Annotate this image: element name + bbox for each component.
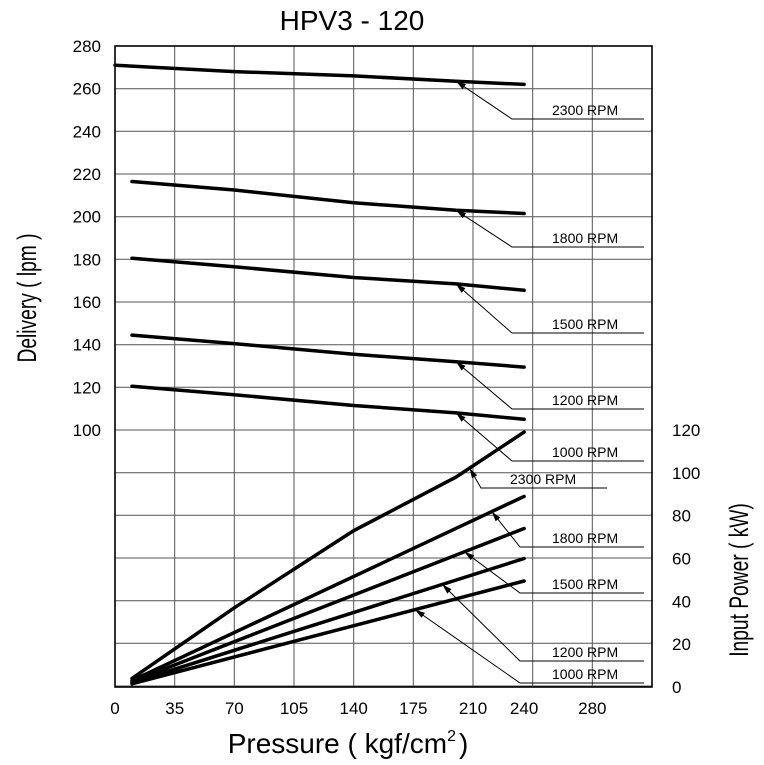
delivery-line-1500-rpm (130, 256, 526, 293)
rpm-callouts: 2300 RPM 1800 RPM 1500 RPM 1200 RPM 1000 RPM… (414, 80, 644, 684)
delivery-callout-1200-label: 1200 RPM (552, 392, 618, 408)
pressure-tick-label: 210 (459, 699, 487, 718)
delivery-tick-label: 140 (73, 336, 101, 355)
power-tick-label: 60 (672, 550, 691, 569)
delivery-callout-2300-leader (455, 80, 644, 120)
delivery-callout-2300-arrowhead (456, 81, 466, 90)
power-tick-label: 0 (672, 678, 681, 697)
pressure-tick-label: 35 (165, 699, 184, 718)
power-line-2300-rpm (130, 430, 526, 681)
plot-frame (114, 45, 653, 688)
delivery-callout-1800-label: 1800 RPM (552, 230, 618, 246)
delivery-tick-label: 100 (73, 421, 101, 440)
power-callout-1800-leader (491, 511, 644, 548)
delivery-callout-1200-arrowhead (456, 361, 466, 371)
pressure-axis-label-sup: 2 (447, 728, 456, 745)
pressure-tick-label: 140 (340, 699, 368, 718)
power-tick-label: 80 (672, 507, 691, 526)
pressure-tick-label: 105 (280, 699, 308, 718)
power-tick-label: 100 (672, 464, 700, 483)
delivery-tick-label: 160 (73, 293, 101, 312)
power-axis-label: Input Power ( kW) (724, 503, 754, 657)
delivery-callout-1500-label: 1500 RPM (552, 316, 618, 332)
delivery-tick-label: 180 (73, 250, 101, 269)
delivery-callout-1800-arrowhead (456, 210, 466, 219)
power-callout-1500-arrowhead (464, 551, 475, 561)
delivery-callout-1500-arrowhead (456, 283, 466, 293)
pressure-axis-label-text: Pressure ( kgf/cm (228, 728, 447, 759)
grid (115, 46, 652, 687)
power-callout-1200-label: 1200 RPM (552, 644, 618, 660)
power-line-1500-rpm (130, 526, 526, 684)
delivery-line-1000-rpm (130, 384, 526, 422)
delivery-tick-label: 280 (73, 37, 101, 56)
pressure-tick-label: 280 (578, 699, 606, 718)
power-callout-1000-arrowhead (415, 609, 425, 618)
delivery-line-1800-rpm (130, 179, 526, 216)
delivery-callout-2300-label: 2300 RPM (552, 102, 618, 118)
power-callout-2300-arrowhead (469, 468, 478, 479)
pressure-tick-label: 175 (399, 699, 427, 718)
delivery-callout-1000-label: 1000 RPM (552, 444, 618, 460)
power-callout-1000-label: 1000 RPM (552, 666, 618, 682)
power-callout-1800-arrowhead (491, 511, 501, 522)
pressure-axis-label: Pressure ( kgf/cm2) (228, 728, 469, 759)
power-callout-1500-leader (464, 551, 644, 594)
power-callout-1800-label: 1800 RPM (552, 530, 618, 546)
power-line-1200-rpm (130, 556, 526, 685)
power-axis-ticks: 0 20 40 60 80 100 120 (672, 421, 700, 697)
delivery-callout-1800-leader (455, 209, 644, 248)
delivery-axis-label: Delivery ( lpm ) (12, 233, 42, 362)
pressure-axis-ticks: 0 35 70 105 140 175 210 240 280 (110, 699, 606, 718)
power-callout-1200-leader (441, 584, 644, 662)
power-callout-1500-label: 1500 RPM (552, 576, 618, 592)
pressure-axis-label-close: ) (459, 728, 468, 759)
pressure-tick-label: 240 (510, 699, 538, 718)
power-callout-1000-leader (414, 609, 644, 684)
delivery-curves (113, 63, 526, 422)
delivery-line-2300-rpm (113, 63, 526, 87)
power-tick-label: 20 (672, 635, 691, 654)
delivery-callout-1200-leader (455, 361, 644, 410)
pressure-tick-label: 70 (225, 699, 244, 718)
delivery-callout-1000-arrowhead (456, 412, 466, 422)
delivery-tick-label: 120 (73, 378, 101, 397)
power-tick-label: 40 (672, 592, 691, 611)
power-tick-label: 120 (672, 421, 700, 440)
power-callout-2300-label: 2300 RPM (510, 471, 576, 487)
pressure-tick-label: 0 (110, 699, 119, 718)
delivery-tick-label: 260 (73, 80, 101, 99)
power-callout-1200-arrowhead (442, 584, 452, 594)
power-line-1800-rpm (130, 494, 526, 683)
delivery-line-1200-rpm (130, 333, 526, 369)
power-line-1000-rpm (130, 579, 526, 686)
delivery-tick-label: 200 (73, 208, 101, 227)
chart-title: HPV3 - 120 (280, 5, 425, 36)
delivery-axis-ticks: 100 120 140 160 180 200 220 240 260 280 (73, 37, 101, 440)
delivery-callout-1500-leader (455, 283, 644, 334)
delivery-callout-1000-leader (455, 412, 644, 462)
power-curves (130, 430, 526, 686)
delivery-tick-label: 240 (73, 122, 101, 141)
delivery-tick-label: 220 (73, 165, 101, 184)
